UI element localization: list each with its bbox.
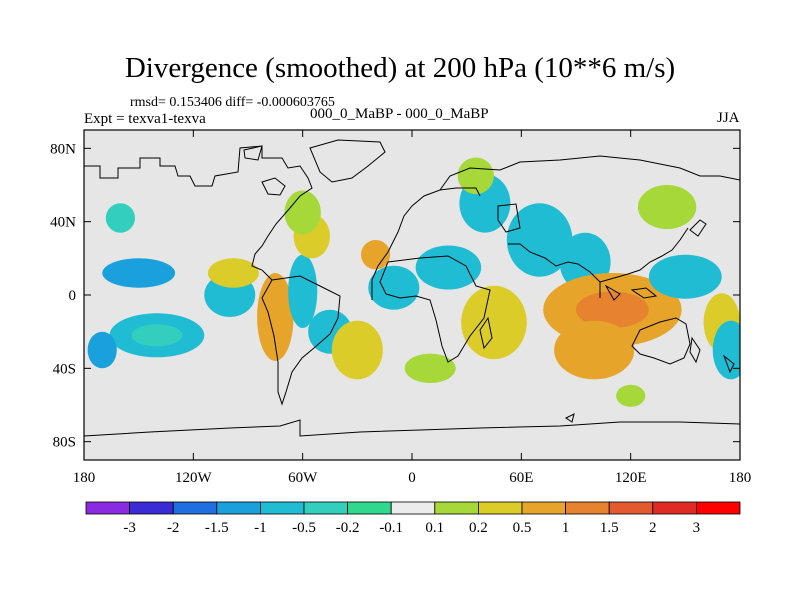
colorbar-label-6: -0.1	[379, 520, 403, 536]
field-blob-27	[404, 353, 456, 383]
x-tick-label-6: 180	[729, 470, 752, 486]
field-blob-20	[554, 320, 635, 380]
y-tick-label-0: 80N	[50, 141, 76, 157]
colorbar-label-4: -0.5	[292, 520, 316, 536]
colorbar-swatch-0	[85, 501, 130, 515]
colorbar-label-1: -2	[167, 520, 180, 536]
coastlines	[84, 139, 740, 437]
experiment-names: 000_0_MaBP - 000_0_MaBP	[310, 106, 489, 122]
colorbar-swatch-12	[608, 501, 654, 515]
colorbar-swatch-7	[390, 501, 436, 515]
colorbar-label-5: -0.2	[336, 520, 360, 536]
colorbar-swatch-11	[565, 501, 610, 515]
x-tick-label-2: 60W	[288, 470, 318, 486]
season-label: JJA	[717, 110, 740, 126]
colorbar: -3 -2 -1.5 -1 -0.5 -0.2 -0.1 0.1 0.2 0.5 1 1.5 2 3	[85, 501, 741, 536]
colorbar-swatch-8	[434, 501, 479, 515]
field-blob-0	[102, 258, 176, 288]
x-tick-label-3: 0	[408, 470, 416, 486]
field-blob-3	[87, 331, 117, 369]
rmsd-stats: rmsd= 0.153406 diff= -0.000603765	[130, 95, 335, 110]
x-tick-label-0: 180	[73, 470, 96, 486]
field-blob-15	[461, 285, 527, 360]
divergence-field	[87, 157, 740, 407]
x-tick-label-5: 120E	[615, 470, 647, 486]
colorbar-label-12: 2	[649, 520, 657, 536]
field-blob-12	[331, 320, 383, 380]
y-tick-label-3: 40S	[53, 361, 76, 377]
colorbar-label-7: 0.1	[425, 520, 444, 536]
field-blob-11	[368, 265, 420, 310]
field-blob-7	[288, 254, 318, 328]
field-blob-6	[257, 273, 294, 361]
x-tick-label-4: 60E	[509, 470, 533, 486]
field-blob-2	[131, 324, 183, 347]
colorbar-label-3: -1	[254, 520, 267, 536]
colorbar-label-0: -3	[123, 520, 136, 536]
colorbar-label-2: -1.5	[205, 520, 229, 536]
colorbar-swatch-2	[172, 501, 218, 515]
axis-ticks: 180 120W 60W 0 60E 120E 180 80N 40N 0 40S 80S	[50, 130, 751, 486]
chart-title: Divergence (smoothed) at 200 hPa (10**6 …	[124, 52, 676, 84]
field-blob-29	[457, 157, 494, 195]
field-blob-5	[207, 258, 259, 288]
colorbar-label-11: 1.5	[600, 520, 619, 536]
field-blob-19	[576, 291, 649, 329]
colorbar-swatch-3	[216, 501, 261, 515]
colorbar-swatch-4	[259, 501, 305, 515]
colorbar-label-13: 3	[693, 520, 701, 536]
field-blob-25	[105, 203, 135, 233]
colorbar-swatch-6	[347, 501, 392, 515]
colorbar-label-8: 0.2	[469, 520, 488, 536]
field-blob-10	[361, 240, 391, 270]
colorbar-swatch-1	[129, 501, 174, 515]
y-tick-label-2: 0	[69, 288, 77, 304]
colorbar-swatch-13	[652, 501, 697, 515]
colorbar-swatch-5	[303, 501, 348, 515]
x-tick-label-1: 120W	[175, 470, 213, 486]
colorbar-swatch-10	[521, 501, 566, 515]
field-blob-16	[506, 203, 573, 277]
field-blob-26	[284, 190, 321, 235]
colorbar-swatch-14	[696, 501, 741, 515]
colorbar-label-10: 1	[562, 520, 570, 536]
field-blob-21	[648, 254, 722, 299]
field-blob-13	[415, 245, 482, 290]
y-tick-label-4: 80S	[53, 435, 76, 451]
colorbar-swatch-9	[477, 501, 523, 515]
y-tick-label-1: 40N	[50, 215, 76, 231]
field-blob-28	[616, 384, 646, 407]
colorbar-label-9: 0.5	[513, 520, 532, 536]
experiment-label: Expt = texva1-texva	[84, 111, 206, 127]
field-blob-22	[637, 185, 697, 229]
